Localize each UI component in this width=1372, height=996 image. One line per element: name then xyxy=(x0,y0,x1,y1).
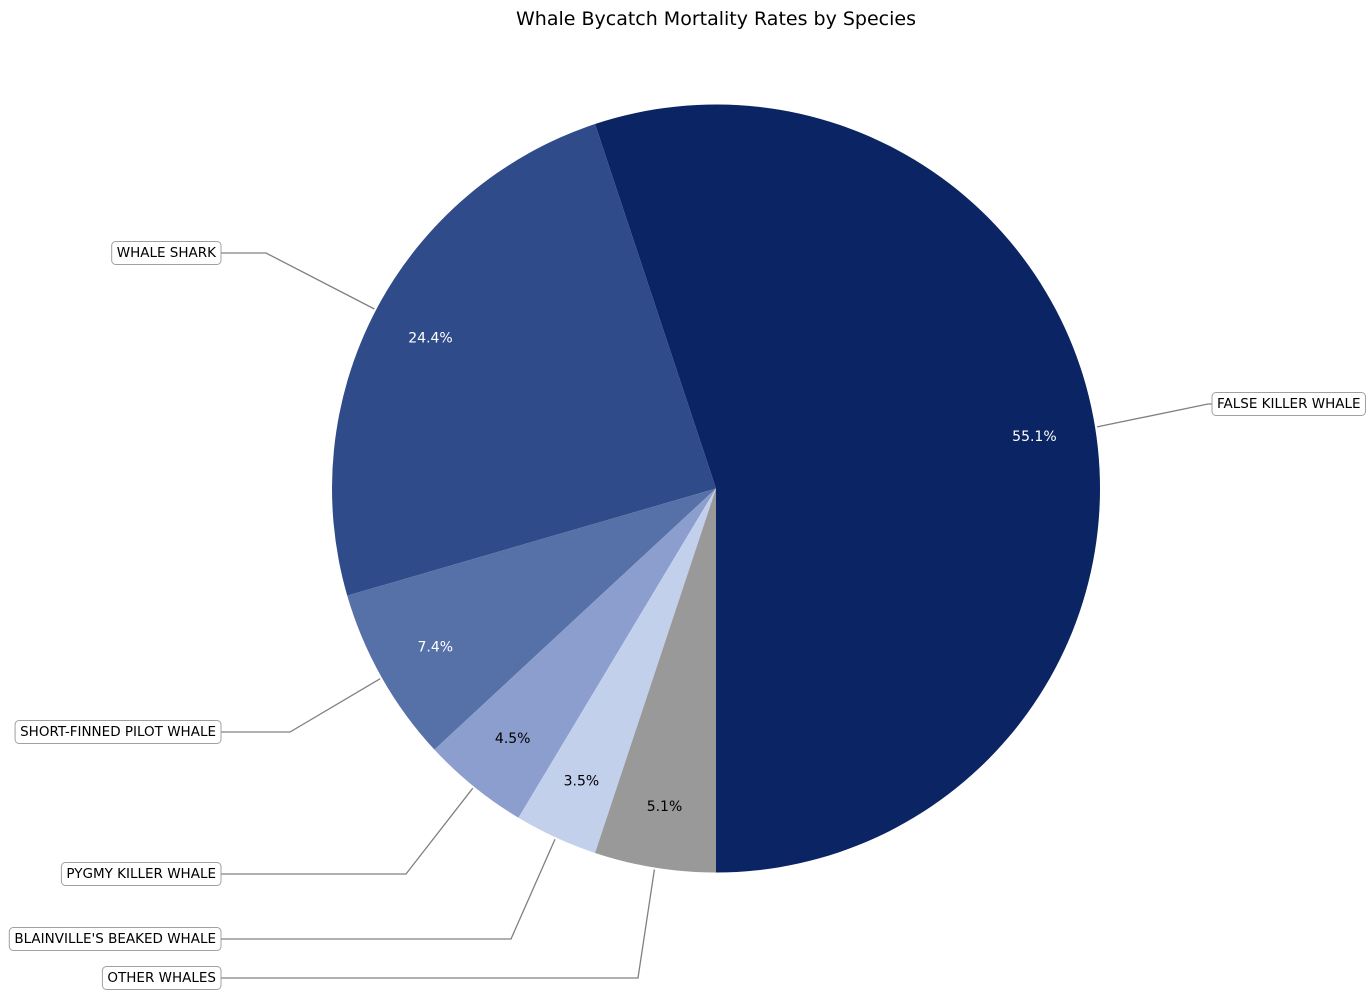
leader-line-other-whales xyxy=(221,869,656,979)
leader-line-short-finned-pilot-whale xyxy=(221,678,381,733)
leader-line-blainville-s-beaked-whale xyxy=(221,838,556,940)
slice-false-killer-whale xyxy=(595,104,1101,873)
leader-line-whale-shark xyxy=(221,252,375,310)
category-label-text: SHORT-FINNED PILOT WHALE xyxy=(20,724,216,740)
category-label-pygmy-killer-whale: PYGMY KILLER WHALE xyxy=(60,862,222,886)
label-box xyxy=(60,862,222,886)
label-box xyxy=(101,966,222,990)
slice-other-whales xyxy=(595,488,716,873)
pie-slices xyxy=(332,104,1101,873)
pct-label-blainville-s-beaked-whale: 3.5% xyxy=(564,774,600,790)
category-label-false-killer-whale: FALSE KILLER WHALE xyxy=(1211,392,1366,416)
category-labels: FALSE KILLER WHALE WHALE SHARK SHORT-FINNE… xyxy=(8,241,1366,990)
category-label-text: FALSE KILLER WHALE xyxy=(1217,396,1361,412)
pct-label-other-whales: 5.1% xyxy=(647,799,683,815)
slice-blainville-s-beaked-whale xyxy=(518,488,716,853)
category-label-whale-shark: WHALE SHARK xyxy=(111,241,222,265)
label-box xyxy=(14,720,222,744)
slice-short-finned-pilot-whale xyxy=(347,488,716,750)
category-label-text: OTHER WHALES xyxy=(107,970,216,986)
leader-line-pygmy-killer-whale xyxy=(221,787,474,875)
label-box xyxy=(8,927,222,951)
pct-label-false-killer-whale: 55.1% xyxy=(1012,429,1056,445)
slice-whale-shark xyxy=(332,124,716,596)
leader-line-false-killer-whale xyxy=(1096,403,1212,428)
chart-title: Whale Bycatch Mortality Rates by Species xyxy=(516,8,916,30)
category-label-text: BLAINVILLE'S BEAKED WHALE xyxy=(14,931,216,947)
label-box xyxy=(111,241,222,265)
label-box xyxy=(1211,392,1366,416)
percentage-labels: 55.1% 24.4% 7.4% 4.5% 3.5% 5.1% xyxy=(408,331,1056,815)
slice-pygmy-killer-whale xyxy=(434,488,716,818)
category-label-blainville-s-beaked-whale: BLAINVILLE'S BEAKED WHALE xyxy=(8,927,222,951)
category-label-text: PYGMY KILLER WHALE xyxy=(66,866,216,882)
category-label-short-finned-pilot-whale: SHORT-FINNED PILOT WHALE xyxy=(14,720,222,744)
category-label-text: WHALE SHARK xyxy=(117,245,217,261)
pct-label-pygmy-killer-whale: 4.5% xyxy=(495,731,531,747)
category-label-other-whales: OTHER WHALES xyxy=(101,966,222,990)
pct-label-whale-shark: 24.4% xyxy=(408,331,452,347)
leader-lines xyxy=(221,252,1212,979)
pct-label-short-finned-pilot-whale: 7.4% xyxy=(418,639,454,655)
